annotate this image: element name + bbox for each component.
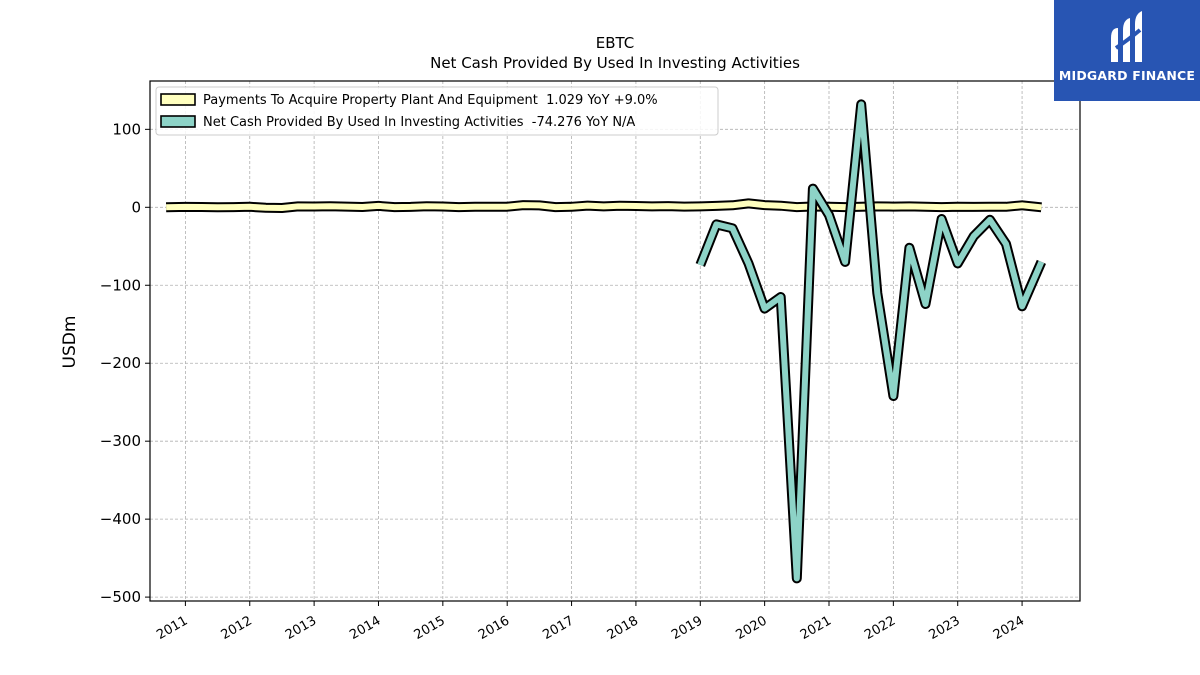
- series-outline-1: [695, 99, 1046, 584]
- y-tick-label: −300: [100, 432, 141, 450]
- x-tick-label: 2024: [991, 613, 1027, 643]
- midgard-logo-icon: [1111, 11, 1142, 62]
- brand-logo: MIDGARD FINANCE: [1054, 0, 1200, 101]
- x-tick-label: 2014: [347, 613, 383, 643]
- x-tick-label: 2012: [219, 613, 255, 643]
- y-tick-label: −500: [100, 588, 141, 606]
- x-tick-label: 2018: [605, 613, 641, 643]
- y-tick-label: 0: [131, 198, 141, 216]
- x-tick-label: 2020: [733, 613, 769, 643]
- y-tick-label: −200: [100, 354, 141, 372]
- x-tick-label: 2011: [154, 613, 190, 643]
- x-tick-label: 2019: [669, 613, 705, 643]
- legend-label-net-cash: Net Cash Provided By Used In Investing A…: [203, 115, 635, 130]
- x-tick-label: 2013: [283, 613, 319, 643]
- x-tick-label: 2017: [540, 613, 576, 643]
- brand-name: MIDGARD FINANCE: [1058, 68, 1196, 83]
- grid: [150, 81, 1080, 601]
- legend: Payments To Acquire Property Plant And E…: [155, 86, 719, 136]
- chart-subtitle: Net Cash Provided By Used In Investing A…: [430, 54, 800, 72]
- legend-swatch-net-cash: [160, 115, 196, 128]
- x-tick-label: 2021: [798, 613, 834, 643]
- legend-label-payments: Payments To Acquire Property Plant And E…: [203, 93, 658, 108]
- series-lines: [165, 99, 1046, 584]
- plot-frame: [149, 80, 1081, 602]
- y-tick-label: 100: [112, 120, 141, 138]
- legend-swatch-payments: [160, 93, 196, 106]
- y-tick-label: −100: [100, 276, 141, 294]
- x-tick-label: 2022: [862, 613, 898, 643]
- series-line-0: [166, 200, 1042, 211]
- series-line-1: [697, 101, 1045, 582]
- chart-title: EBTC: [596, 34, 635, 52]
- legend-box: [155, 86, 719, 136]
- x-tick-label: 2016: [476, 613, 512, 643]
- y-axis-label: USDm: [60, 316, 80, 369]
- x-tick-label: 2023: [927, 613, 963, 643]
- x-tick-label: 2015: [412, 613, 448, 643]
- y-tick-label: −400: [100, 510, 141, 528]
